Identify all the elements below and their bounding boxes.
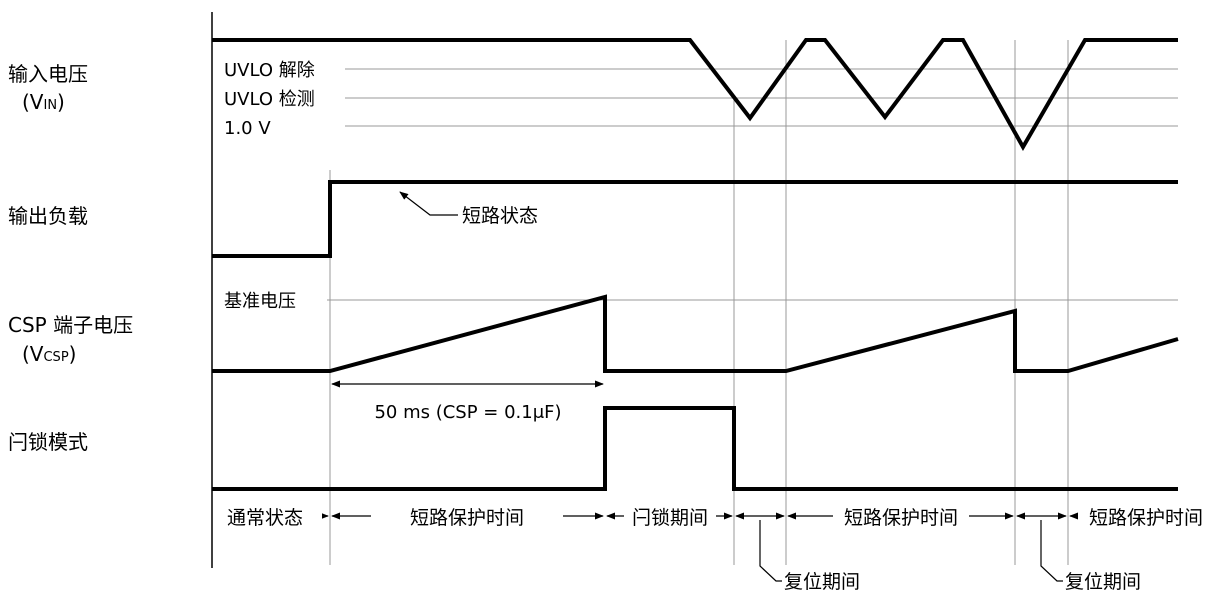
short-state-arrow bbox=[399, 191, 458, 216]
csp-waveform bbox=[212, 294, 1179, 373]
reference-text: 基准电压 bbox=[224, 291, 296, 312]
reset1-text: 复位期间 bbox=[784, 571, 860, 593]
latch-waveform bbox=[212, 406, 1178, 491]
period-protect3: 短路保护时间 bbox=[1089, 507, 1203, 529]
v1-text: 1.0 V bbox=[224, 118, 271, 139]
waveforms bbox=[212, 38, 1179, 491]
grid-lines bbox=[327, 40, 1178, 565]
reset2-text: 复位期间 bbox=[1065, 571, 1141, 593]
vin-symbol: (VIN) bbox=[22, 90, 65, 114]
reset2-leader bbox=[1040, 520, 1063, 582]
period-protect2: 短路保护时间 bbox=[844, 507, 958, 529]
timer-text: 50 ms (CSP = 0.1μF) bbox=[374, 402, 561, 423]
latch-label: 闩锁模式 bbox=[8, 430, 88, 454]
csp-symbol: (VCSP) bbox=[22, 342, 77, 366]
period-protect1: 短路保护时间 bbox=[410, 507, 524, 529]
period-normal: 通常状态 bbox=[227, 507, 303, 529]
load-label: 输出负载 bbox=[8, 204, 88, 228]
uvlo-release-text: UVLO 解除 bbox=[224, 60, 315, 81]
period-label-bg bbox=[214, 502, 1212, 530]
period-latch: 闩锁期间 bbox=[632, 507, 708, 529]
short-state-text: 短路状态 bbox=[462, 205, 538, 227]
reset1-leader bbox=[759, 520, 782, 582]
csp-label: CSP 端子电压 bbox=[8, 313, 134, 337]
vin-label: 输入电压 bbox=[8, 62, 88, 86]
uvlo-detect-text: UVLO 检测 bbox=[224, 89, 315, 110]
vin-waveform bbox=[212, 38, 1178, 152]
load-waveform bbox=[212, 180, 1178, 258]
